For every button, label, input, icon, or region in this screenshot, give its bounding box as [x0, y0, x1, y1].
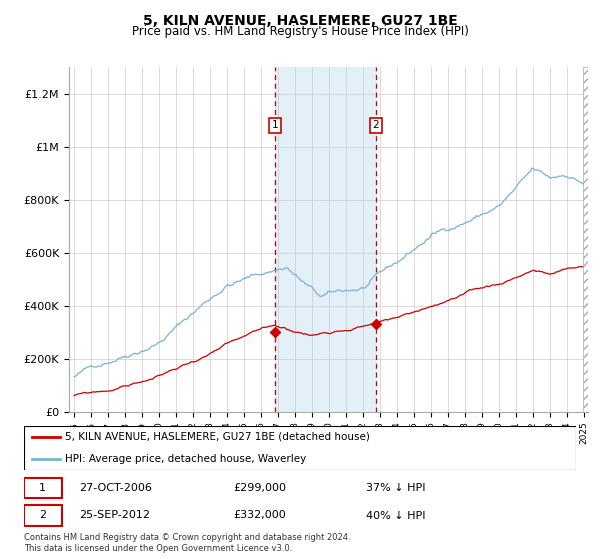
Text: 5, KILN AVENUE, HASLEMERE, GU27 1BE: 5, KILN AVENUE, HASLEMERE, GU27 1BE — [143, 14, 457, 28]
Text: HPI: Average price, detached house, Waverley: HPI: Average price, detached house, Wave… — [65, 454, 307, 464]
Bar — [584, 67, 589, 412]
Bar — [583, 67, 589, 412]
Text: 1: 1 — [39, 483, 46, 493]
Text: 2: 2 — [39, 511, 46, 520]
Text: 25-SEP-2012: 25-SEP-2012 — [79, 511, 150, 520]
Text: 1: 1 — [272, 120, 278, 130]
FancyBboxPatch shape — [24, 478, 62, 498]
Text: £332,000: £332,000 — [234, 511, 287, 520]
Text: 5, KILN AVENUE, HASLEMERE, GU27 1BE (detached house): 5, KILN AVENUE, HASLEMERE, GU27 1BE (det… — [65, 432, 370, 442]
Text: 40% ↓ HPI: 40% ↓ HPI — [366, 511, 426, 520]
FancyBboxPatch shape — [24, 426, 576, 470]
Bar — [275, 67, 376, 412]
Text: 2: 2 — [373, 120, 379, 130]
Text: £299,000: £299,000 — [234, 483, 287, 493]
Text: Contains HM Land Registry data © Crown copyright and database right 2024.
This d: Contains HM Land Registry data © Crown c… — [24, 533, 350, 553]
FancyBboxPatch shape — [24, 505, 62, 526]
Text: Price paid vs. HM Land Registry's House Price Index (HPI): Price paid vs. HM Land Registry's House … — [131, 25, 469, 38]
Text: 27-OCT-2006: 27-OCT-2006 — [79, 483, 152, 493]
Text: 37% ↓ HPI: 37% ↓ HPI — [366, 483, 426, 493]
